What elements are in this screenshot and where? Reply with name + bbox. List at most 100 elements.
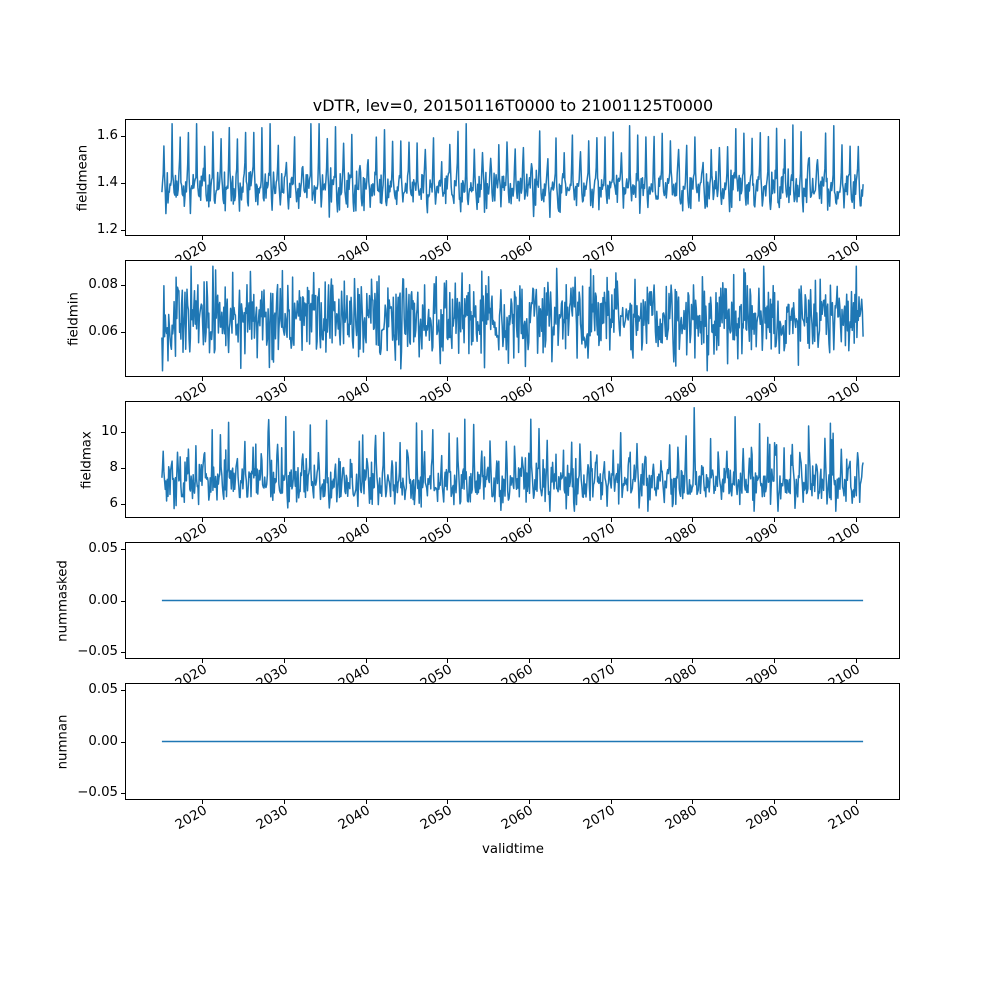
- y-tick-label: 0.00: [88, 733, 118, 749]
- x-tick-mark: [774, 236, 776, 240]
- y-tick-label: 1.2: [96, 221, 118, 237]
- y-axis-label-nummasked: nummasked: [55, 559, 71, 642]
- subplot-fieldmean: fieldmean 1.2 1.4 1.6 2020 2030 2040 2050 2060 2…: [76, 119, 900, 269]
- x-tick-label: 2100: [825, 803, 863, 834]
- y-tick-label: 8: [109, 460, 118, 476]
- x-tick-mark: [529, 377, 531, 381]
- y-tick-label: −0.05: [77, 644, 118, 660]
- x-tick-label: 2070: [580, 803, 618, 834]
- x-tick-mark: [447, 800, 449, 804]
- x-tick-mark: [284, 800, 286, 804]
- y-axis-label-numnan: numnan: [55, 714, 71, 769]
- x-tick-mark: [692, 659, 694, 663]
- y-tick-mark: [121, 741, 125, 743]
- y-tick-mark: [121, 504, 125, 506]
- x-tick-mark: [447, 518, 449, 522]
- x-tick-mark: [529, 659, 531, 663]
- y-tick-mark: [121, 689, 125, 691]
- x-tick-mark: [202, 236, 204, 240]
- x-tick-mark: [202, 659, 204, 663]
- y-tick-label: 0.00: [88, 592, 118, 608]
- x-tick-mark: [284, 236, 286, 240]
- x-tick-mark: [529, 800, 531, 804]
- y-tick-mark: [121, 135, 125, 137]
- x-tick-label: 2030: [254, 803, 292, 834]
- y-tick-label: 6: [109, 496, 118, 512]
- x-tick-label: 2040: [335, 803, 373, 834]
- x-tick-label: 2080: [662, 803, 700, 834]
- x-tick-label: 2090: [744, 803, 782, 834]
- y-axis-label-fieldmean: fieldmean: [75, 144, 91, 211]
- y-tick-mark: [121, 431, 125, 433]
- x-tick-mark: [692, 377, 694, 381]
- y-tick-mark: [121, 229, 125, 231]
- subplot-fieldmax: fieldmax 6 8 10 2020 2030 2040 2050 2060 2070 208…: [80, 401, 900, 551]
- x-tick-mark: [774, 377, 776, 381]
- x-tick-label: 2060: [499, 803, 537, 834]
- x-axis-label: validtime: [482, 842, 544, 857]
- x-tick-mark: [447, 377, 449, 381]
- y-tick-mark: [121, 468, 125, 470]
- x-tick-mark: [447, 659, 449, 663]
- series-line-nummasked: [161, 599, 864, 602]
- subplot-numnan: numnan −0.05 0.00 0.05 2020 2030 2040 2050 2060…: [56, 683, 900, 833]
- x-tick-mark: [365, 518, 367, 522]
- x-tick-mark: [284, 377, 286, 381]
- x-tick-mark: [855, 236, 857, 240]
- y-tick-mark: [121, 600, 125, 602]
- y-tick-label: 1.6: [96, 127, 118, 143]
- y-tick-mark: [121, 284, 125, 286]
- x-tick-mark: [692, 800, 694, 804]
- series-line-fieldmax: [161, 407, 864, 512]
- y-tick-label: 1.4: [96, 174, 118, 190]
- series-line-fieldmin: [161, 265, 864, 372]
- x-tick-mark: [202, 518, 204, 522]
- x-tick-mark: [774, 518, 776, 522]
- x-tick-label: 2020: [172, 803, 210, 834]
- y-tick-label: −0.05: [77, 785, 118, 801]
- chart-title: vDTR, lev=0, 20150116T0000 to 21001125T0…: [312, 96, 714, 115]
- x-tick-mark: [447, 236, 449, 240]
- y-tick-mark: [121, 793, 125, 795]
- y-axis-label-fieldmax: fieldmax: [79, 430, 95, 489]
- y-tick-label: 10: [101, 423, 118, 439]
- x-tick-mark: [610, 236, 612, 240]
- x-tick-mark: [855, 377, 857, 381]
- y-tick-label: 0.05: [88, 540, 118, 556]
- series-line-fieldmean: [161, 122, 864, 219]
- y-tick-mark: [121, 548, 125, 550]
- x-tick-mark: [855, 659, 857, 663]
- x-tick-mark: [610, 659, 612, 663]
- x-tick-mark: [365, 236, 367, 240]
- x-tick-mark: [692, 236, 694, 240]
- x-tick-label: 2050: [417, 803, 455, 834]
- x-tick-mark: [610, 518, 612, 522]
- x-tick-mark: [284, 659, 286, 663]
- x-tick-mark: [692, 518, 694, 522]
- x-tick-mark: [365, 800, 367, 804]
- subplot-fieldmin: fieldmin 0.06 0.08 2020 2030 2040 2050 2060 207…: [67, 260, 900, 410]
- y-tick-label: 0.08: [88, 276, 118, 292]
- x-tick-mark: [529, 518, 531, 522]
- series-line-numnan: [161, 740, 864, 743]
- y-tick-label: 0.05: [88, 681, 118, 697]
- x-tick-mark: [774, 659, 776, 663]
- subplot-nummasked: nummasked −0.05 0.00 0.05 2020 2030 2040 2050 2…: [56, 542, 900, 692]
- x-tick-mark: [365, 377, 367, 381]
- x-tick-mark: [610, 800, 612, 804]
- y-tick-mark: [121, 332, 125, 334]
- x-tick-mark: [774, 800, 776, 804]
- x-tick-mark: [284, 518, 286, 522]
- x-tick-mark: [529, 236, 531, 240]
- x-tick-mark: [855, 800, 857, 804]
- y-tick-mark: [121, 182, 125, 184]
- x-tick-mark: [202, 800, 204, 804]
- y-axis-label-fieldmin: fieldmin: [66, 291, 82, 346]
- y-tick-mark: [121, 652, 125, 654]
- x-tick-mark: [202, 377, 204, 381]
- x-tick-mark: [855, 518, 857, 522]
- x-tick-mark: [610, 377, 612, 381]
- y-tick-label: 0.06: [88, 324, 118, 340]
- x-tick-mark: [365, 659, 367, 663]
